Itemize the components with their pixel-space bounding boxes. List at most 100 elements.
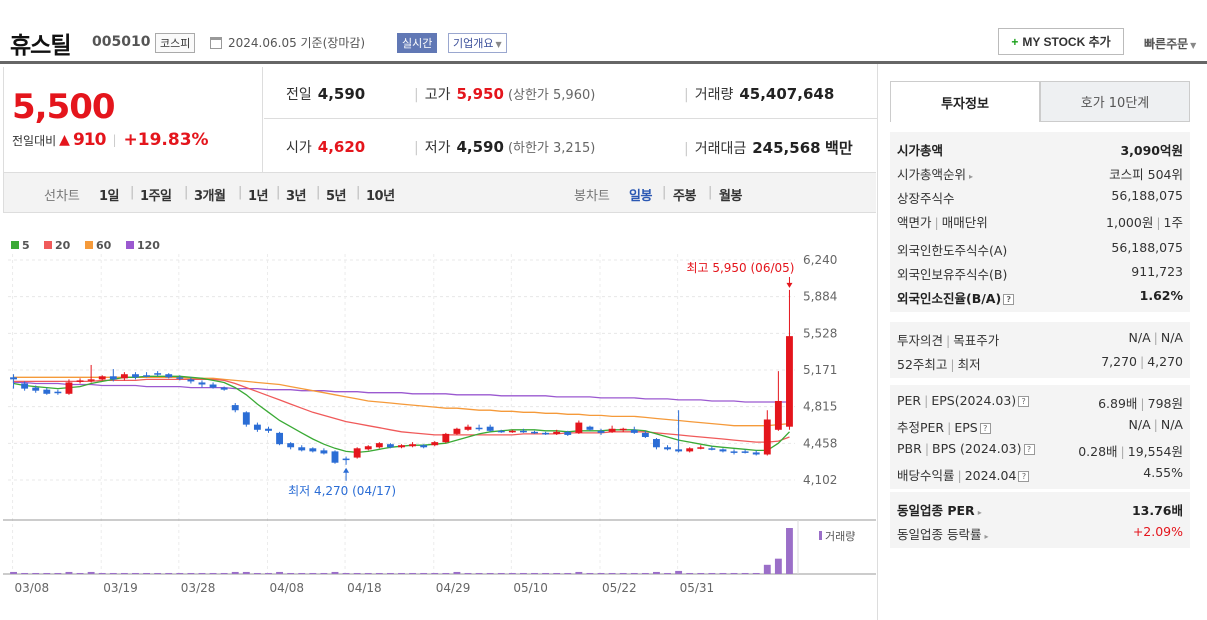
divider: | xyxy=(1156,215,1161,230)
candle-body xyxy=(242,412,250,425)
volume-bar xyxy=(10,571,17,574)
tab-invest-info[interactable]: 투자정보 xyxy=(890,81,1040,122)
info-value-text: 1,000원 xyxy=(1106,215,1154,230)
x-tick-label: 05/22 xyxy=(602,581,637,595)
help-icon[interactable]: ? xyxy=(1023,444,1035,455)
info-row: 배당수익률 | 2024.04? 4.55% xyxy=(890,461,1190,485)
prev-value: 4,590 xyxy=(317,85,366,103)
divider: | xyxy=(946,333,951,348)
period-1d[interactable]: 1일 xyxy=(99,189,120,204)
period-1y[interactable]: 1년 xyxy=(248,189,269,204)
volume-bar xyxy=(431,572,439,574)
price-row-2: 시가 4,620 | 저가 4,590 (하한가 3,215) | 거래대금 245,568… xyxy=(264,120,877,172)
volume-bar xyxy=(442,572,450,574)
divider: | xyxy=(130,185,135,200)
period-3y[interactable]: 3년 xyxy=(286,189,307,204)
quick-order-dropdown[interactable]: 빠른주문 ▼ xyxy=(1144,35,1196,52)
candle-body xyxy=(198,382,206,385)
candle-body xyxy=(619,428,627,431)
candle-body xyxy=(54,391,62,394)
candle-body xyxy=(697,447,705,449)
volume-bar xyxy=(132,572,139,574)
tab-quote-10[interactable]: 호가 10단계 xyxy=(1040,81,1190,122)
info-key-text: 2024.04 xyxy=(964,468,1017,483)
candle-weekly[interactable]: 주봉 xyxy=(673,189,696,204)
low-arrow-icon xyxy=(343,467,350,473)
candle-daily[interactable]: 일봉 xyxy=(629,189,652,204)
candlestick-chart-svg[interactable]: 5 20 60 120 6,240 5,884 5,528 5,171 4,815 4,458 4,… xyxy=(3,214,876,620)
info-value-text: N/A xyxy=(1128,330,1151,345)
x-tick-label: 03/28 xyxy=(181,581,216,595)
price-change: 전일대비 ▲ 910 | +19.83% xyxy=(12,130,209,150)
volume-bar xyxy=(464,572,472,574)
upper-limit: (상한가 5,960) xyxy=(507,88,596,103)
volume-bar xyxy=(320,572,328,574)
info-group: 투자의견 | 목표주가 N/A | N/A 52주최고 | 최저 7,270 | 4,270 xyxy=(890,322,1190,378)
info-key-text: 외국인한도주식수(A) xyxy=(897,243,1008,258)
market-badge: 코스피 xyxy=(155,33,196,53)
info-row[interactable]: 동일업종 PER ▸ 13.76배 xyxy=(890,496,1190,520)
candle-body xyxy=(409,444,417,447)
help-icon[interactable]: ? xyxy=(1018,471,1030,482)
stock-chart[interactable]: 5 20 60 120 6,240 5,884 5,528 5,171 4,815 4,458 4,… xyxy=(3,214,876,620)
info-row: 시가총액 3,090억원 xyxy=(890,136,1190,160)
corp-info-label: 기업개요 xyxy=(453,37,494,50)
period-10y[interactable]: 10년 xyxy=(366,189,395,204)
volume-bar xyxy=(697,572,705,574)
volume-bar xyxy=(265,572,272,574)
candle-body xyxy=(508,430,516,433)
volume-bar xyxy=(342,572,350,574)
y-tick-label: 4,102 xyxy=(803,473,837,487)
amount-value: 245,568 xyxy=(752,139,821,157)
candle-body xyxy=(187,379,195,382)
high-arrow-icon xyxy=(786,282,793,288)
prev-label: 전일 xyxy=(286,87,312,103)
volume-label: 거래량 xyxy=(825,530,855,543)
help-icon[interactable]: ? xyxy=(979,423,991,434)
candle-body xyxy=(87,379,95,381)
ma-line-20 xyxy=(13,378,790,443)
add-mystock-button[interactable]: + MY STOCK 추가 xyxy=(998,28,1124,55)
realtime-button[interactable]: 실시간 xyxy=(397,33,438,53)
volume-bar xyxy=(198,572,206,574)
info-value: 911,723 xyxy=(1131,264,1183,279)
period-3m[interactable]: 3개월 xyxy=(194,189,226,204)
candle-body xyxy=(420,445,428,448)
info-key-text: 배당수익률 xyxy=(897,468,955,483)
divider: | xyxy=(238,185,243,200)
info-value: 7,270 | 4,270 xyxy=(1101,354,1183,369)
period-1w[interactable]: 1주일 xyxy=(140,189,172,204)
divider: | xyxy=(1153,330,1158,345)
candle-body xyxy=(630,429,638,433)
volume-bar xyxy=(564,572,572,574)
candle-body xyxy=(109,376,117,380)
help-icon[interactable]: ? xyxy=(1003,294,1015,305)
volume-bar xyxy=(287,572,295,574)
candle-monthly[interactable]: 월봉 xyxy=(719,189,742,204)
change-label: 전일대비 xyxy=(12,133,57,148)
info-group: 시가총액 3,090억원 시가총액순위 ▸ 코스피 504위 상장주식수 56,188,07… xyxy=(890,132,1190,236)
period-5y[interactable]: 5년 xyxy=(326,189,347,204)
volume-bar xyxy=(786,528,793,574)
chevron-down-icon: ▼ xyxy=(495,40,502,49)
corp-info-dropdown[interactable]: 기업개요 ▼ xyxy=(448,33,507,53)
info-row[interactable]: 시가총액순위 ▸ 코스피 504위 xyxy=(890,160,1190,184)
volume-bar xyxy=(309,572,317,574)
candle-body xyxy=(786,336,793,427)
volume-bar xyxy=(375,572,383,574)
volume-bar xyxy=(542,572,550,574)
divider: | xyxy=(1139,354,1145,369)
help-icon[interactable]: ? xyxy=(1018,396,1030,407)
candle-body xyxy=(165,374,173,378)
base-date: 2024.06.05 기준(장마감) xyxy=(228,36,366,50)
volume-bar xyxy=(741,572,749,574)
info-key: 시가총액 xyxy=(897,140,943,159)
info-value-text: 56,188,075 xyxy=(1111,188,1183,203)
candle-body xyxy=(431,442,439,446)
info-key: 외국인보유주식수(B) xyxy=(897,264,1007,283)
volume-bar xyxy=(87,571,95,574)
candle-body xyxy=(287,443,295,448)
info-value: +2.09% xyxy=(1133,524,1183,539)
candle-body xyxy=(486,426,494,431)
info-row[interactable]: 동일업종 등락률 ▸ +2.09% xyxy=(890,520,1190,544)
